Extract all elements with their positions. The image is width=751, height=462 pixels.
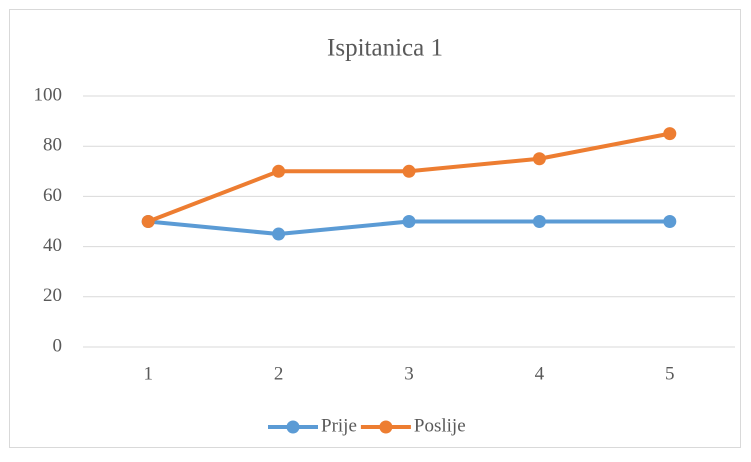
legend-marker	[379, 420, 393, 434]
legend-label: Poslije	[414, 415, 466, 436]
y-tick-label: 80	[43, 135, 62, 156]
x-tick-label: 5	[665, 363, 675, 384]
point	[272, 227, 286, 241]
point	[402, 164, 416, 178]
x-tick-label: 2	[274, 363, 284, 384]
y-tick-label: 20	[43, 285, 62, 306]
legend-label: Prije	[321, 415, 357, 436]
point	[141, 215, 155, 228]
point	[663, 215, 677, 228]
y-tick-label: 40	[43, 235, 62, 256]
y-tick-label: 0	[53, 335, 63, 356]
y-tick-label: 60	[43, 185, 62, 206]
point	[663, 127, 677, 141]
x-tick-label: 1	[143, 363, 153, 384]
x-tick-label: 4	[535, 363, 545, 384]
chart-title: Ispitanica 1	[327, 35, 443, 62]
point	[272, 164, 286, 178]
point	[402, 215, 416, 228]
point	[532, 152, 546, 166]
legend-marker	[286, 420, 300, 434]
x-tick-label: 3	[404, 363, 414, 384]
y-tick-label: 100	[34, 84, 63, 105]
point	[532, 215, 546, 228]
chart-border	[9, 9, 741, 448]
